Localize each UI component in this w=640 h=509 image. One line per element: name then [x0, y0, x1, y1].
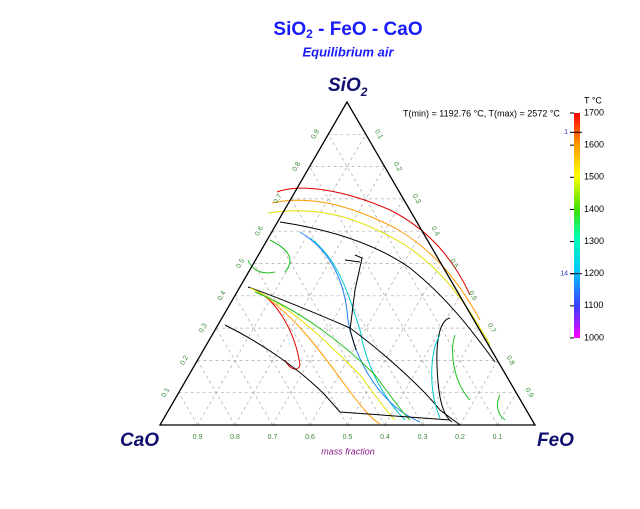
bottom-tick-label: 0.8 — [230, 434, 240, 441]
grid-line — [347, 263, 442, 426]
bottom-tick-label: 0.1 — [493, 434, 503, 441]
colorbar-tick-label: 1100 — [584, 300, 603, 310]
colorbar-tick-label: 1700 — [584, 107, 604, 117]
grid — [178, 133, 517, 426]
left-tick-label: 0.4 — [217, 290, 228, 302]
triangle — [158, 100, 537, 426]
grid-line — [234, 166, 385, 426]
right-tick-label: 0.8 — [505, 355, 516, 367]
grid-line — [215, 327, 273, 426]
vertex-left: CaO — [120, 430, 159, 451]
title-text: SiO — [273, 19, 306, 40]
colorbar-tick-label: 1500 — [584, 172, 604, 182]
title-rest: - FeO - CaO — [313, 19, 423, 40]
right-tick-label: 0.3 — [411, 193, 422, 205]
right-tick-label: 0.7 — [486, 322, 497, 334]
bottom-tick-label: 0.5 — [343, 434, 353, 441]
vertex-top: SiO2 — [328, 75, 368, 99]
colorbar-tick-label: 1600 — [584, 140, 604, 150]
left-tick-label: 0.5 — [235, 258, 246, 270]
right-tick-label: 0.6 — [467, 290, 478, 302]
bottom-tick-label: 0.3 — [418, 434, 428, 441]
right-tick-label: 0.9 — [523, 387, 534, 399]
grid-line — [272, 198, 404, 426]
title: SiO2 - FeO - CaO — [273, 19, 422, 41]
left-tick-label: 0.3 — [198, 322, 209, 334]
note: T(min) = 1192.76 °C, T(max) = 2572 °C — [403, 108, 560, 118]
subtitle: Equilibrium air — [302, 44, 394, 59]
isotherms — [224, 187, 506, 426]
grid-line — [253, 263, 348, 426]
grid-line — [271, 231, 386, 426]
grid-line — [197, 134, 367, 426]
left-tick-label: 0.1 — [161, 387, 172, 399]
vertex-top-text: SiO — [328, 75, 361, 96]
grid-line — [234, 295, 311, 426]
bottom-tick-label: 0.7 — [268, 434, 278, 441]
colorbar — [574, 113, 580, 338]
bottom-tick-label: 0.6 — [305, 434, 315, 441]
vertex-top-sub: 2 — [360, 85, 368, 99]
left-tick-label: 0.7 — [273, 193, 284, 205]
left-tick-label: 0.6 — [254, 225, 265, 237]
grid-line — [290, 198, 423, 426]
right-tick-label: 0.4 — [429, 225, 440, 237]
bottom-tick-label: 0.4 — [380, 434, 390, 441]
title-sub: 2 — [306, 27, 313, 41]
colorbar-tick-label: 1000 — [584, 332, 604, 342]
grid-line — [327, 134, 498, 426]
grid-line — [197, 360, 236, 426]
colorbar-tick-label: 1200 — [584, 268, 604, 278]
right-tick-label: 0.5 — [448, 258, 459, 270]
left-tick-label: 0.8 — [291, 161, 302, 173]
grid-line — [497, 392, 517, 426]
colorbar-tick-label: 1300 — [584, 236, 604, 246]
grid-line — [422, 327, 479, 426]
right-tick-label: 0.1 — [373, 129, 384, 141]
colorbar-tick-label: 1400 — [584, 204, 604, 214]
colorbar-mark-label: 1 — [564, 129, 568, 136]
bottom-tick-label: 0.2 — [455, 434, 465, 441]
left-tick-label: 0.2 — [179, 355, 190, 367]
left-tick-label: 0.9 — [310, 128, 321, 140]
vertex-right: FeO — [537, 430, 574, 451]
right-tick-label: 0.2 — [392, 161, 403, 173]
colorbar-mark-label: 14 — [560, 271, 568, 278]
grid-line — [309, 166, 461, 426]
colorbar-title: T °C — [584, 95, 602, 105]
bottom-tick-label: 0.9 — [193, 434, 203, 441]
axis-label: mass fraction — [321, 446, 375, 456]
grid-line — [178, 392, 198, 426]
